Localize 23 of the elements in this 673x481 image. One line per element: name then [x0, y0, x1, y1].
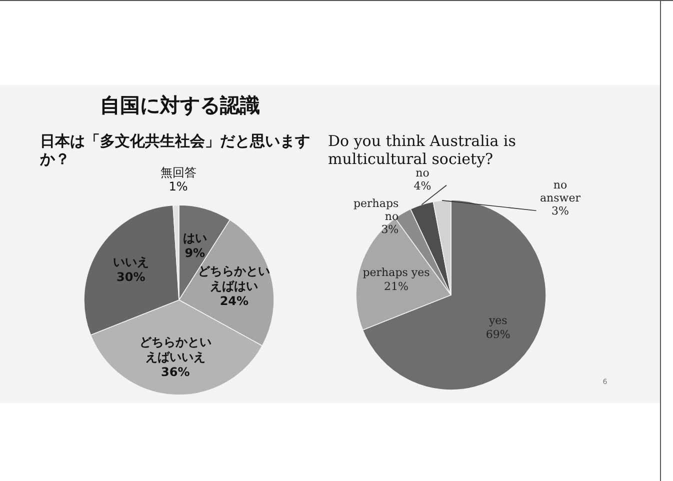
- slice-label: no: [416, 166, 430, 180]
- data-label: 4%: [414, 179, 432, 192]
- slice-label: どちらかといえばいいえ: [139, 334, 212, 364]
- slice-label: はい: [182, 230, 207, 245]
- data-label: 30%: [116, 270, 146, 284]
- slice-label: no answer: [540, 178, 582, 205]
- data-label: 3%: [381, 223, 399, 236]
- data-label: 69%: [486, 328, 510, 342]
- data-label: 3%: [552, 204, 569, 218]
- slice-label: perhaps yes: [362, 266, 430, 280]
- slice-label: いいえ: [112, 254, 149, 269]
- slice-label: 無回答: [160, 166, 196, 180]
- slice-label: perhaps no: [354, 197, 400, 224]
- data-label: 24%: [220, 294, 249, 308]
- text: 自国に対する認識: [100, 93, 260, 117]
- data-label: 21%: [384, 280, 408, 294]
- slice-label: yes: [488, 314, 508, 328]
- data-label: 9%: [184, 246, 206, 260]
- slice-label: どちらかといえばはい: [198, 264, 270, 293]
- chart-title: 日本は「多文化共生社会」だと思いますか？: [39, 132, 310, 168]
- chart-title: Do you think Australia is multicultural society?: [328, 132, 521, 168]
- data-label: 1%: [168, 180, 188, 194]
- data-label: 36%: [161, 364, 190, 379]
